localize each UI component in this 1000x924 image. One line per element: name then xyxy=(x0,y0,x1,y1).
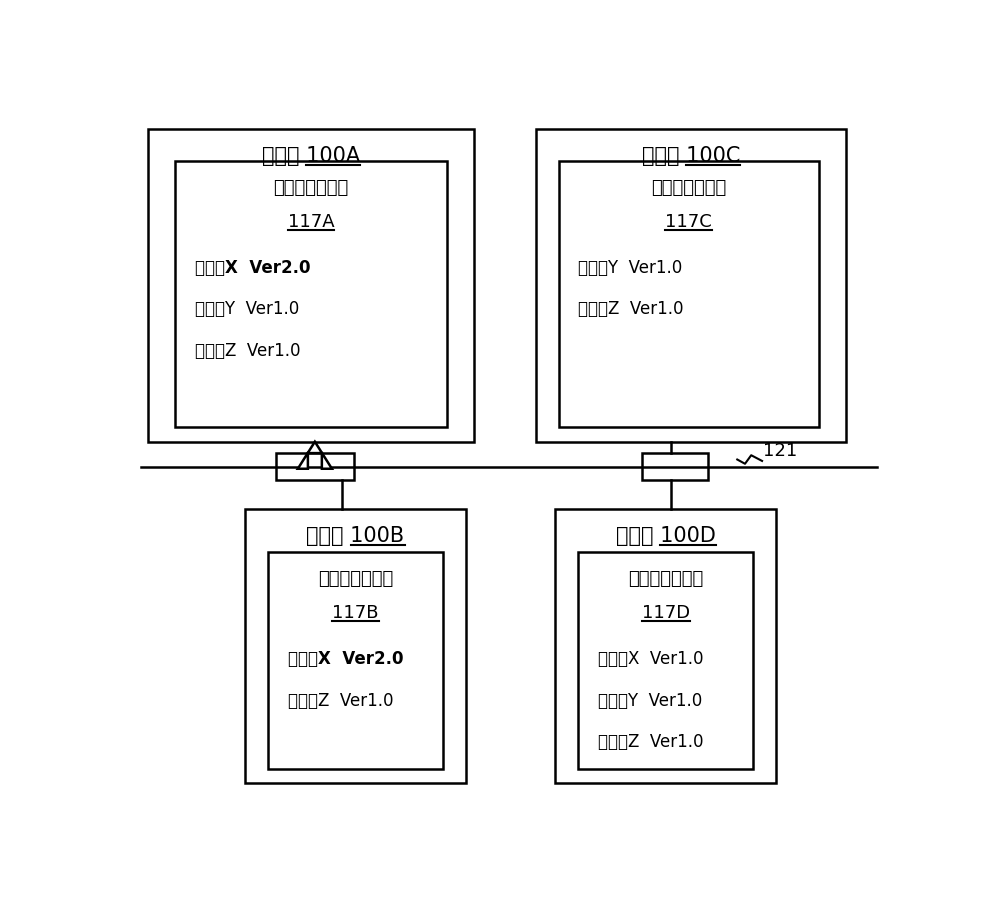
Bar xyxy=(578,552,753,769)
Bar xyxy=(148,128,474,442)
Bar xyxy=(642,453,708,480)
Bar xyxy=(276,453,354,480)
Text: 用户信息保存部: 用户信息保存部 xyxy=(628,570,703,588)
Text: ・用户Z  Ver1.0: ・用户Z Ver1.0 xyxy=(578,300,684,319)
Bar xyxy=(555,509,776,784)
Polygon shape xyxy=(298,442,332,468)
Text: 复合机 100C: 复合机 100C xyxy=(642,146,740,165)
Text: ・用户X  Ver1.0: ・用户X Ver1.0 xyxy=(598,650,703,668)
Bar xyxy=(245,509,466,784)
Text: 复合机 100B: 复合机 100B xyxy=(306,527,405,546)
Bar xyxy=(268,552,443,769)
Bar xyxy=(536,128,846,442)
Text: ・用户Y  Ver1.0: ・用户Y Ver1.0 xyxy=(578,259,683,277)
Text: 117A: 117A xyxy=(288,213,334,231)
Text: ・用户X  Ver2.0: ・用户X Ver2.0 xyxy=(288,650,403,668)
Text: ・用户X  Ver2.0: ・用户X Ver2.0 xyxy=(195,259,310,277)
Text: 用户信息保存部: 用户信息保存部 xyxy=(273,178,349,197)
Text: 117B: 117B xyxy=(332,604,379,622)
Text: ・用户Z  Ver1.0: ・用户Z Ver1.0 xyxy=(598,733,703,751)
Text: 117D: 117D xyxy=(642,604,690,622)
Text: 复合机 100D: 复合机 100D xyxy=(616,527,716,546)
Text: ・用户Y  Ver1.0: ・用户Y Ver1.0 xyxy=(195,300,299,319)
Text: 121: 121 xyxy=(763,442,797,460)
Text: 用户信息保存部: 用户信息保存部 xyxy=(318,570,393,588)
Bar xyxy=(175,161,447,428)
Text: ・用户Z  Ver1.0: ・用户Z Ver1.0 xyxy=(288,692,393,710)
Text: 用户信息保存部: 用户信息保存部 xyxy=(651,178,726,197)
Text: ・用户Z  Ver1.0: ・用户Z Ver1.0 xyxy=(195,342,300,359)
Text: 117C: 117C xyxy=(665,213,712,231)
Bar xyxy=(559,161,819,428)
Text: ・用户Y  Ver1.0: ・用户Y Ver1.0 xyxy=(598,692,702,710)
Text: 复合机 100A: 复合机 100A xyxy=(262,146,360,165)
